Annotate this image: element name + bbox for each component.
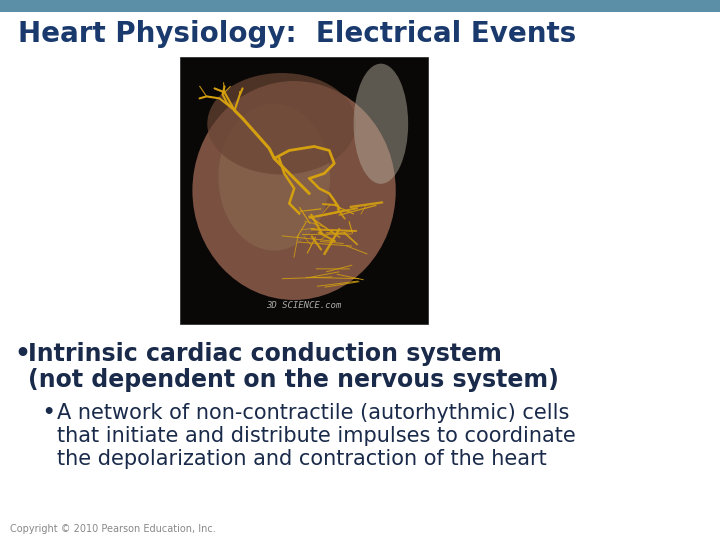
Text: A network of non-contractile (autorhythmic) cells: A network of non-contractile (autorhythm… xyxy=(57,403,570,423)
Ellipse shape xyxy=(218,104,330,251)
Text: that initiate and distribute impulses to coordinate: that initiate and distribute impulses to… xyxy=(57,426,576,446)
Text: the depolarization and contraction of the heart: the depolarization and contraction of th… xyxy=(57,449,546,469)
Text: Heart Physiology:  Electrical Events: Heart Physiology: Electrical Events xyxy=(18,20,576,48)
Text: 3D SCIENCE.com: 3D SCIENCE.com xyxy=(266,301,341,310)
Text: Intrinsic cardiac conduction system: Intrinsic cardiac conduction system xyxy=(28,342,502,366)
Text: Copyright © 2010 Pearson Education, Inc.: Copyright © 2010 Pearson Education, Inc. xyxy=(10,524,216,534)
Ellipse shape xyxy=(192,81,396,300)
Ellipse shape xyxy=(354,64,408,184)
Text: •: • xyxy=(14,342,30,366)
Ellipse shape xyxy=(207,73,356,174)
FancyBboxPatch shape xyxy=(0,0,720,12)
Text: (not dependent on the nervous system): (not dependent on the nervous system) xyxy=(28,368,559,393)
Text: •: • xyxy=(42,403,55,422)
FancyBboxPatch shape xyxy=(180,57,428,324)
